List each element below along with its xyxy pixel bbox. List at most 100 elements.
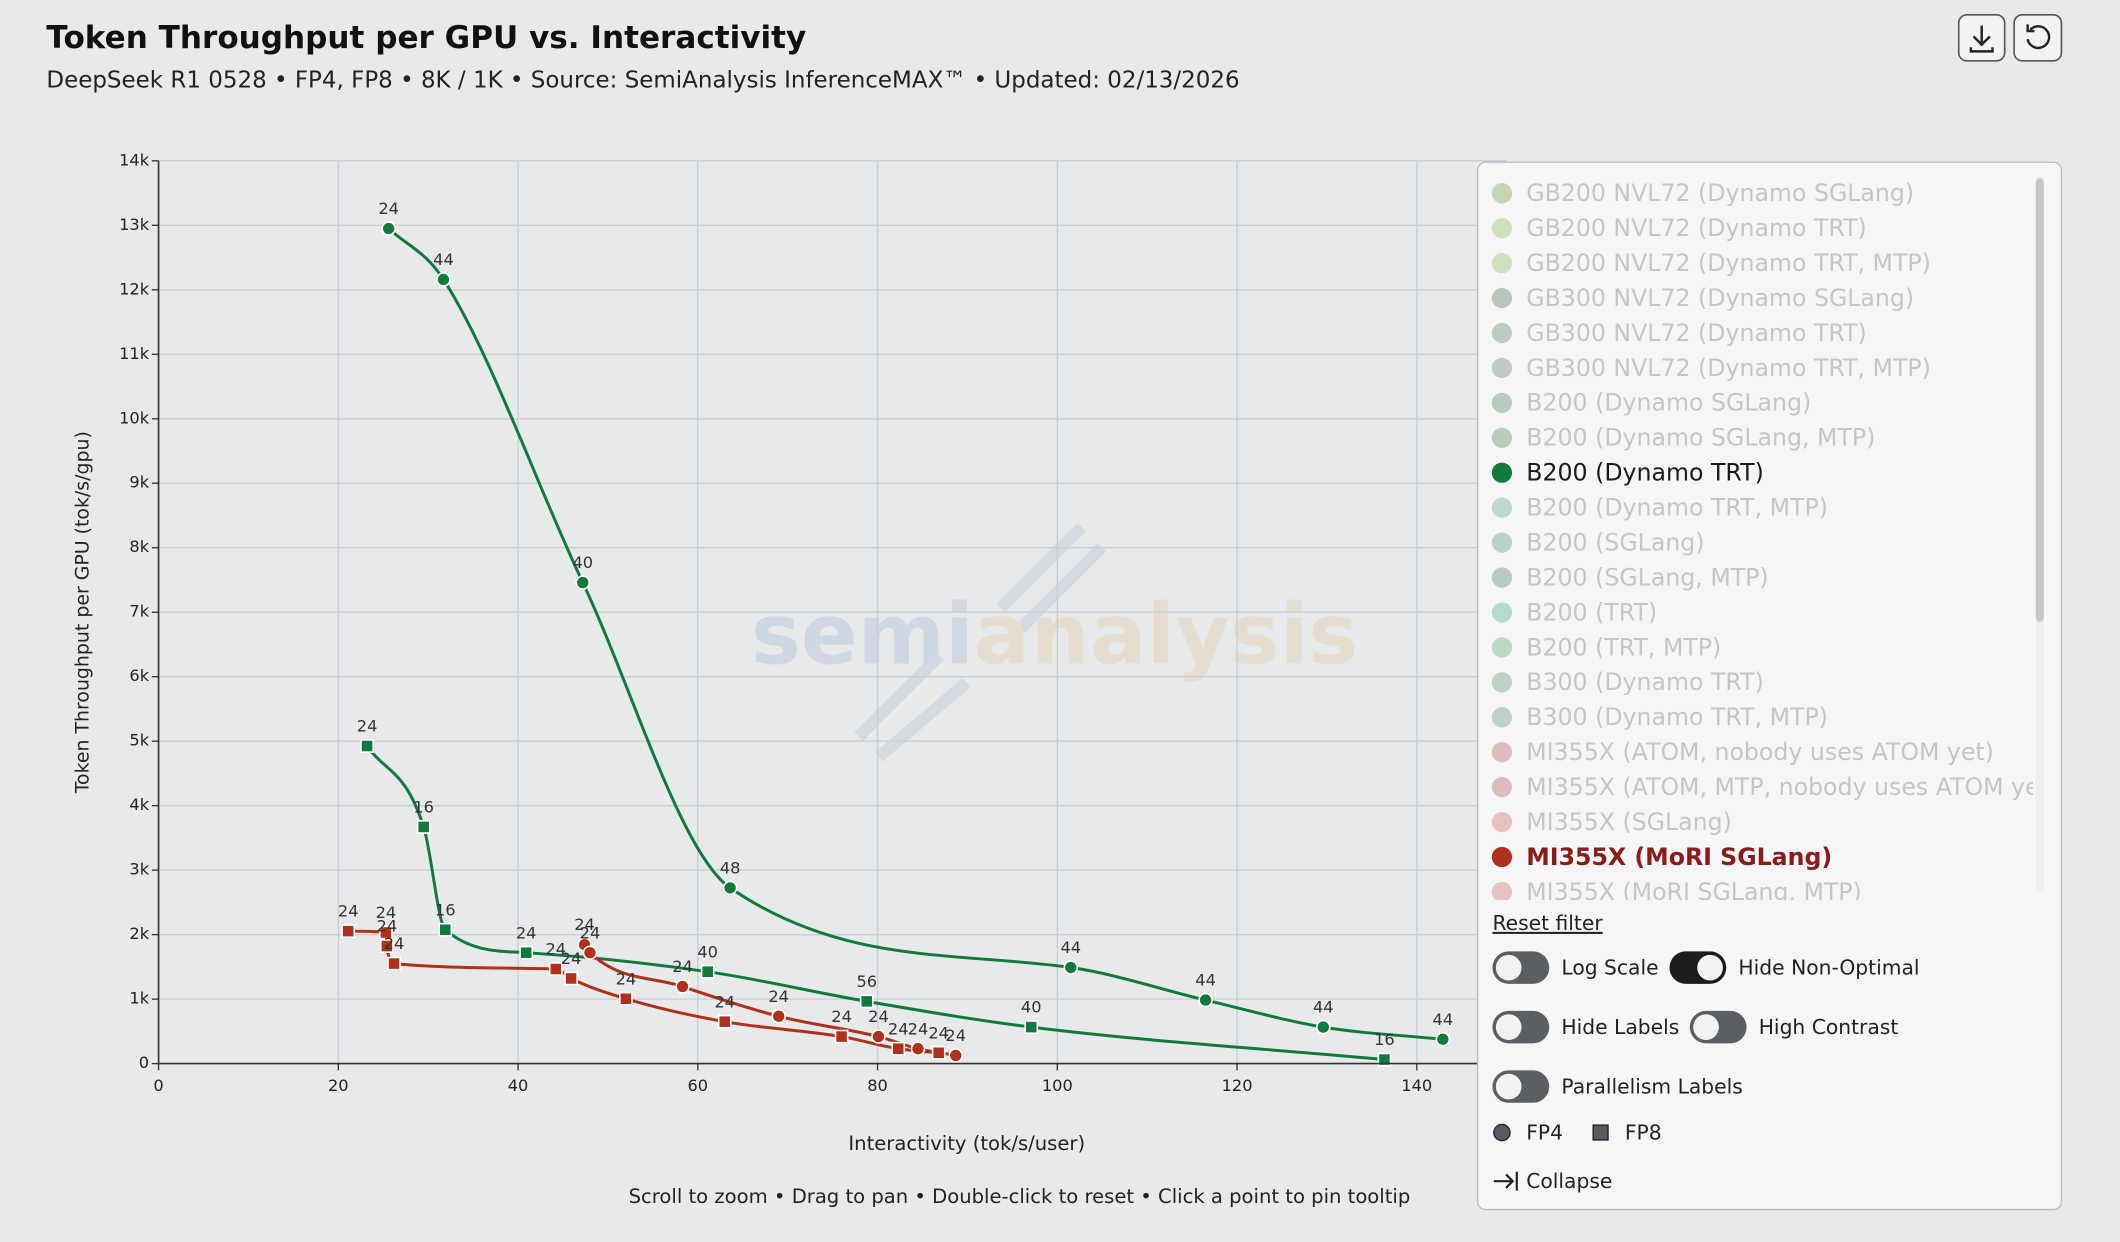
legend-item[interactable]: B200 (Dynamo TRT, MTP) xyxy=(1491,494,1828,522)
legend-swatch[interactable] xyxy=(1491,602,1513,623)
legend-item[interactable]: B200 (Dynamo SGLang) xyxy=(1491,389,1811,417)
point[interactable] xyxy=(575,575,591,590)
legend-label[interactable]: B300 (Dynamo TRT) xyxy=(1526,668,1764,696)
legend-item[interactable]: B200 (TRT, MTP) xyxy=(1491,633,1721,661)
point[interactable] xyxy=(341,924,356,939)
legend-swatch[interactable] xyxy=(1491,637,1513,658)
point[interactable] xyxy=(582,945,598,961)
legend-item[interactable]: MI355X (ATOM, nobody uses ATOM yet) xyxy=(1491,738,1994,766)
legend-label[interactable]: B200 (Dynamo SGLang, MTP) xyxy=(1526,424,1875,452)
legend-item[interactable]: B200 (SGLang) xyxy=(1491,528,1705,556)
scroll-thumb[interactable] xyxy=(2035,178,2044,622)
legend-swatch[interactable] xyxy=(1491,672,1513,693)
toggle[interactable]: Hide Non-Optimal xyxy=(1669,951,1920,984)
legend-swatch[interactable] xyxy=(1491,287,1513,309)
toggle-label[interactable]: Parallelism Labels xyxy=(1561,1074,1742,1098)
legend-label[interactable]: B200 (TRT, MTP) xyxy=(1526,633,1721,661)
point[interactable] xyxy=(1063,960,1079,975)
legend-item[interactable]: MI355X (SGLang) xyxy=(1491,808,1732,836)
legend-swatch[interactable] xyxy=(1491,392,1513,414)
legend-swatch[interactable] xyxy=(1491,846,1513,868)
point[interactable] xyxy=(931,1045,946,1060)
legend-label[interactable]: B200 (SGLang) xyxy=(1526,528,1704,556)
point[interactable] xyxy=(771,1008,786,1024)
point[interactable] xyxy=(416,820,431,834)
legend-swatch[interactable] xyxy=(1491,532,1513,553)
legend-label[interactable]: GB300 NVL72 (Dynamo SGLang) xyxy=(1526,284,1914,312)
legend-swatch[interactable] xyxy=(1491,462,1513,483)
legend-item[interactable]: B300 (Dynamo TRT, MTP) xyxy=(1491,703,1828,731)
point[interactable] xyxy=(379,925,393,940)
legend-label[interactable]: B200 (Dynamo TRT) xyxy=(1526,459,1764,487)
point[interactable] xyxy=(387,956,401,971)
legend-label[interactable]: B200 (Dynamo SGLang) xyxy=(1526,389,1811,417)
toggle[interactable]: Log Scale xyxy=(1492,951,1659,984)
reset-button[interactable] xyxy=(2013,14,2063,62)
legend-label[interactable]: GB200 NVL72 (Dynamo SGLang) xyxy=(1526,179,1914,207)
legend-label[interactable]: MI355X (ATOM, MTP, nobody uses ATOM yet) xyxy=(1526,773,2058,801)
legend-swatch[interactable] xyxy=(1491,811,1513,833)
legend-item[interactable]: GB200 NVL72 (Dynamo TRT, MTP) xyxy=(1491,249,1931,277)
point[interactable] xyxy=(1316,1019,1331,1035)
legend-item[interactable]: MI355X (ATOM, MTP, nobody uses ATOM yet) xyxy=(1491,773,2058,801)
reset-filter[interactable]: Reset filter xyxy=(1492,911,1603,935)
legend-item[interactable]: B300 (Dynamo TRT) xyxy=(1491,668,1764,696)
point[interactable] xyxy=(871,1029,886,1044)
legend-item[interactable]: GB300 NVL72 (Dynamo SGLang) xyxy=(1491,284,1914,312)
legend-item[interactable]: B200 (SGLang, MTP) xyxy=(1491,563,1769,591)
legend-item[interactable]: MI355X (MoRI SGLang) xyxy=(1491,843,1832,871)
legend-label[interactable]: B200 (SGLang, MTP) xyxy=(1526,563,1768,591)
legend-item[interactable]: B200 (Dynamo SGLang, MTP) xyxy=(1491,424,1876,452)
legend-swatch[interactable] xyxy=(1491,567,1513,588)
point[interactable] xyxy=(722,880,738,896)
legend-swatch[interactable] xyxy=(1491,252,1513,274)
toggle-label[interactable]: Log Scale xyxy=(1561,956,1658,980)
legend-item[interactable]: B200 (TRT) xyxy=(1491,598,1657,626)
point[interactable] xyxy=(891,1041,906,1056)
point[interactable] xyxy=(360,739,374,753)
toggle[interactable]: Hide Labels xyxy=(1492,1010,1679,1044)
legend-swatch[interactable] xyxy=(1491,777,1513,798)
legend-swatch[interactable] xyxy=(1491,881,1513,902)
point[interactable] xyxy=(381,221,396,236)
legend-label[interactable]: GB200 NVL72 (Dynamo TRT) xyxy=(1526,214,1867,242)
legend-label[interactable]: MI355X (MoRI SGLang) xyxy=(1526,843,1832,871)
point[interactable] xyxy=(438,922,453,937)
toggle-label[interactable]: Hide Non-Optimal xyxy=(1738,956,1919,980)
legend-swatch[interactable] xyxy=(1491,183,1513,204)
point[interactable] xyxy=(548,962,563,976)
button-frame[interactable] xyxy=(2013,14,2063,62)
toggle-knob[interactable] xyxy=(1495,1014,1522,1040)
legend-item[interactable]: GB200 NVL72 (Dynamo TRT) xyxy=(1491,214,1867,242)
toggle-knob[interactable] xyxy=(1495,954,1522,981)
legend-swatch[interactable] xyxy=(1491,427,1513,448)
collapse-button[interactable]: Collapse xyxy=(1526,1169,1612,1193)
download-button[interactable] xyxy=(1957,14,2006,62)
point[interactable] xyxy=(379,939,394,953)
point[interactable] xyxy=(948,1048,964,1063)
point[interactable] xyxy=(619,991,633,1006)
point[interactable] xyxy=(1198,992,1213,1008)
toggle[interactable]: Parallelism Labels xyxy=(1492,1070,1743,1103)
legend-item[interactable]: GB300 NVL72 (Dynamo TRT) xyxy=(1491,319,1867,347)
legend-label[interactable]: B300 (Dynamo TRT, MTP) xyxy=(1526,703,1828,731)
toggle-knob[interactable] xyxy=(1693,1014,1719,1040)
legend-label[interactable]: GB200 NVL72 (Dynamo TRT, MTP) xyxy=(1526,249,1931,277)
legend-item[interactable]: B200 (Dynamo TRT) xyxy=(1491,459,1764,487)
point[interactable] xyxy=(1377,1052,1392,1067)
legend-item[interactable]: GB300 NVL72 (Dynamo TRT, MTP) xyxy=(1491,354,1931,382)
legend-swatch[interactable] xyxy=(1491,218,1513,239)
point[interactable] xyxy=(564,971,578,986)
legend-swatch[interactable] xyxy=(1491,322,1513,344)
legend-swatch[interactable] xyxy=(1491,707,1513,728)
legend-label[interactable]: B200 (TRT) xyxy=(1526,598,1657,626)
legend-swatch[interactable] xyxy=(1491,357,1513,379)
legend-item[interactable]: MI355X (MoRI SGLang, MTP) xyxy=(1491,878,1862,906)
point[interactable] xyxy=(834,1029,849,1044)
legend-label[interactable]: B200 (Dynamo TRT, MTP) xyxy=(1526,494,1828,522)
legend-label[interactable]: MI355X (MoRI SGLang, MTP) xyxy=(1526,878,1862,906)
legend-label[interactable]: GB300 NVL72 (Dynamo TRT) xyxy=(1526,319,1867,347)
point[interactable] xyxy=(717,1014,732,1029)
point[interactable] xyxy=(436,272,451,287)
legend-item[interactable]: GB200 NVL72 (Dynamo SGLang) xyxy=(1491,179,1914,207)
